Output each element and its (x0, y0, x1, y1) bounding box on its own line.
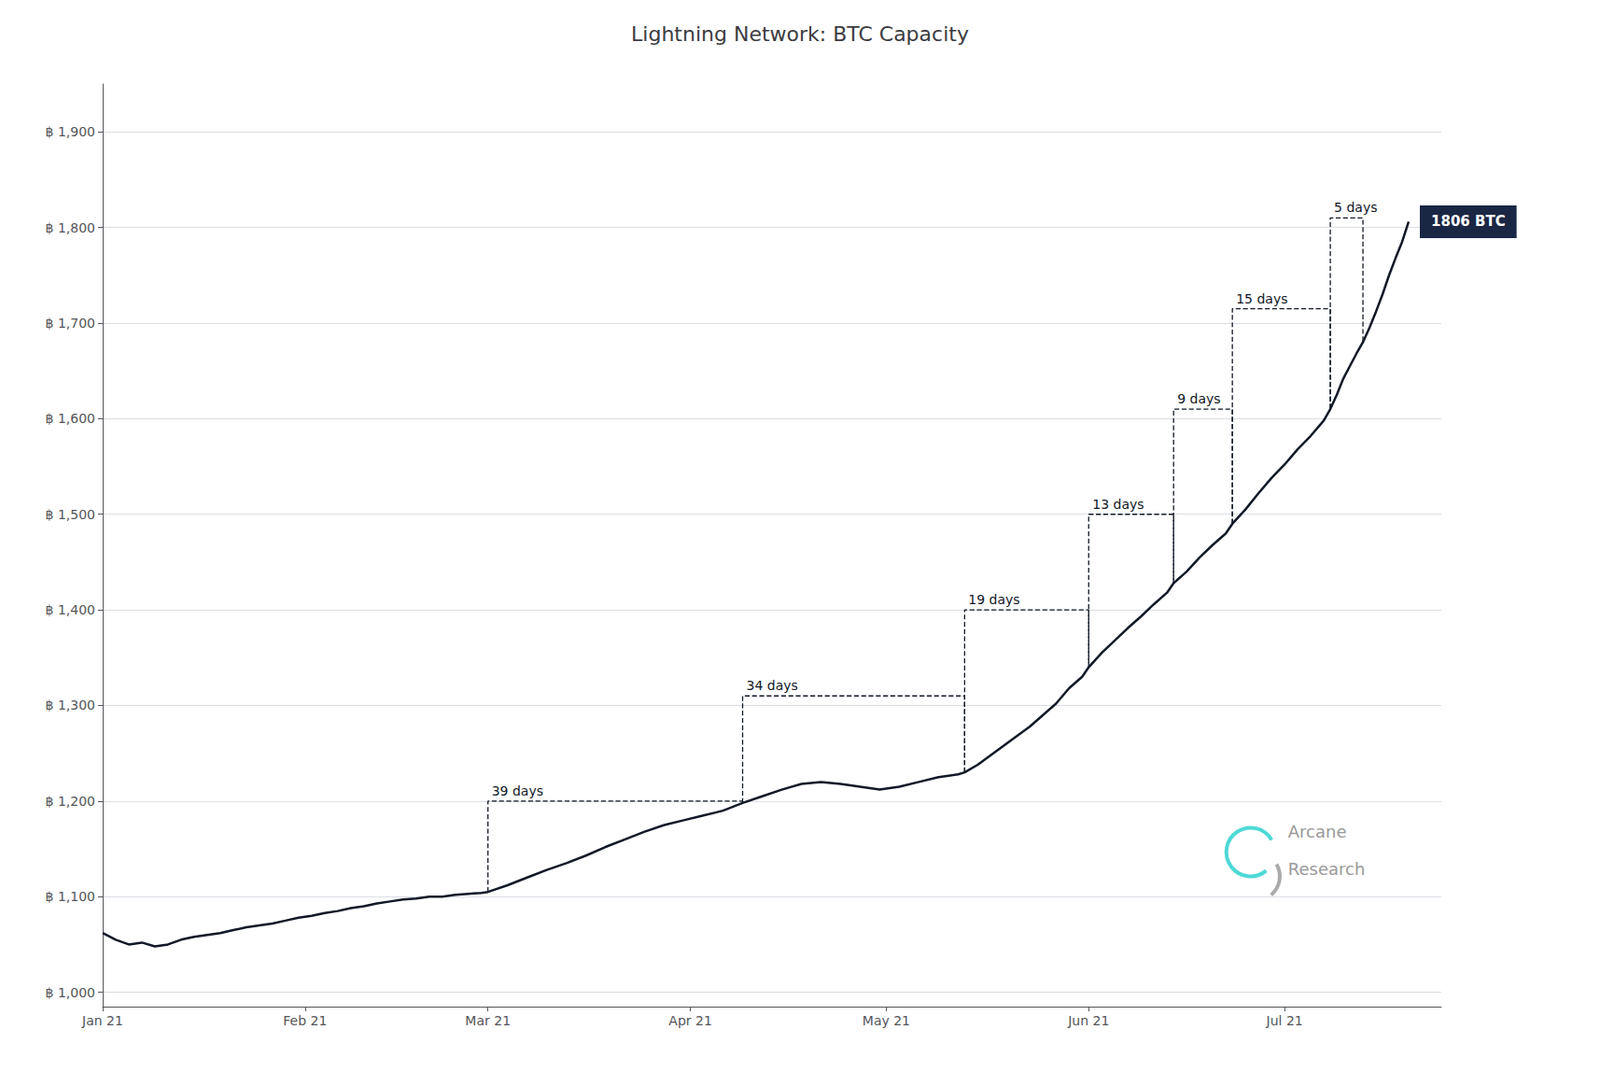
svg-text:1806 BTC: 1806 BTC (1431, 212, 1506, 230)
svg-text:฿ 1,400: ฿ 1,400 (45, 602, 96, 618)
svg-text:฿ 1,000: ฿ 1,000 (45, 984, 96, 1000)
svg-text:฿ 1,200: ฿ 1,200 (45, 793, 96, 809)
svg-text:9 days: 9 days (1177, 391, 1221, 407)
svg-text:฿ 1,100: ฿ 1,100 (45, 888, 96, 904)
svg-text:15 days: 15 days (1235, 291, 1288, 307)
svg-text:฿ 1,700: ฿ 1,700 (45, 315, 96, 331)
svg-text:฿ 1,500: ฿ 1,500 (45, 506, 96, 522)
svg-text:34 days: 34 days (746, 677, 799, 693)
svg-text:Jun 21: Jun 21 (1066, 1012, 1109, 1028)
svg-text:฿ 1,900: ฿ 1,900 (45, 124, 96, 140)
svg-text:13 days: 13 days (1092, 496, 1144, 512)
svg-text:May 21: May 21 (862, 1012, 911, 1028)
svg-text:19 days: 19 days (968, 591, 1020, 607)
svg-text:Jan 21: Jan 21 (81, 1012, 124, 1028)
svg-text:Jul 21: Jul 21 (1265, 1012, 1304, 1028)
svg-text:Mar 21: Mar 21 (464, 1012, 511, 1028)
svg-text:5 days: 5 days (1333, 199, 1377, 215)
svg-text:฿ 1,300: ฿ 1,300 (45, 697, 96, 713)
svg-text:Arcane: Arcane (1288, 821, 1348, 842)
svg-text:Apr 21: Apr 21 (668, 1012, 712, 1028)
svg-text:Lightning Network: BTC Capacit: Lightning Network: BTC Capacity (631, 22, 969, 46)
svg-text:฿ 1,800: ฿ 1,800 (45, 220, 96, 236)
svg-text:Research: Research (1288, 858, 1366, 879)
svg-text:Feb 21: Feb 21 (282, 1012, 327, 1028)
svg-text:฿ 1,600: ฿ 1,600 (45, 410, 96, 426)
svg-text:39 days: 39 days (491, 783, 544, 799)
